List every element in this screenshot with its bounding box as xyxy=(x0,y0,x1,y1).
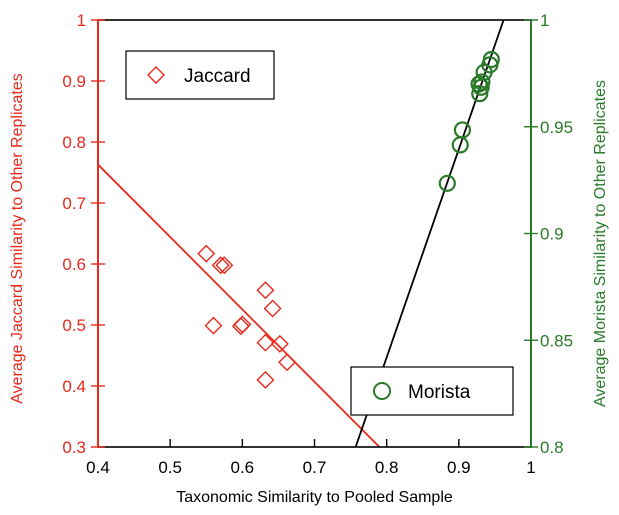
x-tick-label: 0.4 xyxy=(86,458,110,477)
morista-point xyxy=(453,121,472,139)
y-left-tick-label: 0.9 xyxy=(62,72,86,91)
jaccard-point xyxy=(256,281,275,300)
y-right-tick-label: 0.9 xyxy=(540,225,564,244)
y-right-tick-label: 0.95 xyxy=(540,118,573,137)
jaccard-point xyxy=(197,244,216,263)
y-axis-left: 0.3 0.4 0.5 0.6 0.7 0.8 0.9 1 xyxy=(62,11,105,457)
y-right-tick-label: 1 xyxy=(540,11,549,30)
legend-jaccard-marker xyxy=(147,66,165,84)
x-axis: 0.4 0.5 0.6 0.7 0.8 0.9 1 xyxy=(86,439,536,477)
morista-point xyxy=(482,50,500,69)
jaccard-point xyxy=(256,333,275,352)
x-tick-label: 0.7 xyxy=(303,458,327,477)
x-tick-label: 0.8 xyxy=(375,458,399,477)
y-axis-right: 0.8 0.85 0.9 0.95 1 xyxy=(524,11,573,457)
y-left-tick-label: 0.5 xyxy=(62,316,86,335)
jaccard-point xyxy=(263,299,282,318)
morista-point xyxy=(473,73,491,91)
jaccard-point xyxy=(278,353,297,372)
x-tick-label: 0.5 xyxy=(158,458,182,477)
y-axis-right-label: Average Morista Similarity to Other Repl… xyxy=(592,80,609,407)
y-left-tick-label: 1 xyxy=(77,11,86,30)
x-tick-label: 0.6 xyxy=(231,458,255,477)
x-tick-label: 1 xyxy=(526,458,535,477)
jaccard-fit-line xyxy=(97,163,381,448)
jaccard-point xyxy=(204,316,223,335)
jaccard-point xyxy=(270,334,289,353)
y-left-tick-label: 0.7 xyxy=(62,194,86,213)
legend-morista-marker xyxy=(373,382,391,400)
morista-point xyxy=(438,174,456,192)
y-left-tick-label: 0.3 xyxy=(62,438,86,457)
x-axis-label: Taxonomic Similarity to Pooled Sample xyxy=(176,489,453,506)
legend-jaccard: Jaccard xyxy=(125,50,275,100)
y-right-tick-label: 0.8 xyxy=(540,438,564,457)
jaccard-point xyxy=(211,256,230,275)
y-left-tick-label: 0.6 xyxy=(62,255,86,274)
jaccard-point xyxy=(256,370,275,389)
y-left-tick-label: 0.4 xyxy=(62,377,86,396)
jaccard-point xyxy=(215,256,234,275)
y-left-tick-label: 0.8 xyxy=(62,133,86,152)
y-right-tick-label: 0.85 xyxy=(540,331,573,350)
jaccard-point xyxy=(233,315,252,334)
y-axis-left-label: Average Jaccard Similarity to Other Repl… xyxy=(9,73,26,404)
x-tick-label: 0.9 xyxy=(447,458,471,477)
legend-morista-label: Morista xyxy=(408,382,471,403)
data-points xyxy=(197,50,500,389)
morista-point xyxy=(471,85,489,103)
legend-jaccard-label: Jaccard xyxy=(184,66,251,87)
legend-morista: Morista xyxy=(350,366,514,416)
